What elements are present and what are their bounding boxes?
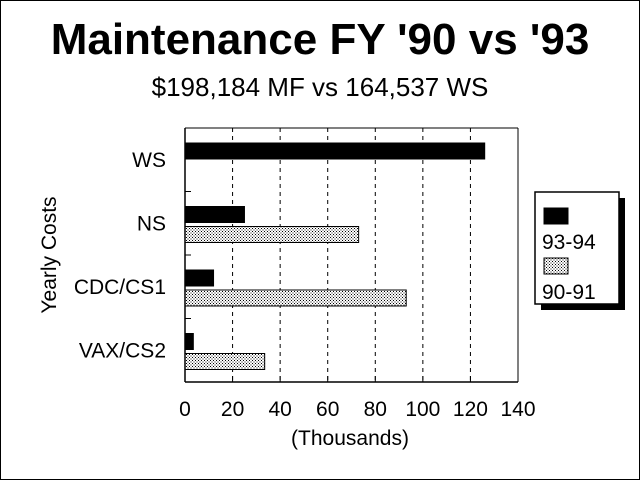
bar-93-94 [184,142,486,160]
x-tick-label: 140 [500,398,535,421]
x-tick-labels: 0 20 40 60 80 100 120 140 [179,398,535,421]
x-tick-label: 100 [405,398,440,421]
axis-ticks [184,191,519,382]
chart-title: Maintenance FY '90 vs '93 [51,15,590,64]
bars [184,142,486,370]
y-axis-title: Yearly Costs [38,196,61,313]
bar-93-94 [184,269,215,287]
legend-swatch [543,257,569,275]
bar-93-94 [184,333,194,350]
x-tick-label: 120 [453,398,488,421]
category-label: CDC/CS1 [74,276,166,299]
category-labels: WS NS CDC/CS1 VAX/CS2 [74,149,166,363]
category-label: NS [137,212,166,235]
x-tick-label: 20 [221,398,244,421]
bar-90-91 [184,226,360,243]
x-axis-title: (Thousands) [291,427,409,450]
bar-90-91 [184,289,407,307]
category-label: WS [132,149,166,172]
x-tick-label: 80 [364,398,387,421]
category-label: VAX/CS2 [79,339,166,362]
legend: 93-94 90-91 [534,191,625,310]
x-tick-label: 60 [316,398,339,421]
chart-subtitle: $198,184 MF vs 164,537 WS [152,72,489,102]
legend-label: 93-94 [542,231,596,254]
x-tick-label: 40 [268,398,291,421]
bar-93-94 [184,206,245,223]
legend-label: 90-91 [542,281,596,304]
bar-90-91 [184,353,266,370]
grid-lines [232,128,471,382]
x-tick-label: 0 [179,398,191,421]
legend-swatch [543,207,569,225]
